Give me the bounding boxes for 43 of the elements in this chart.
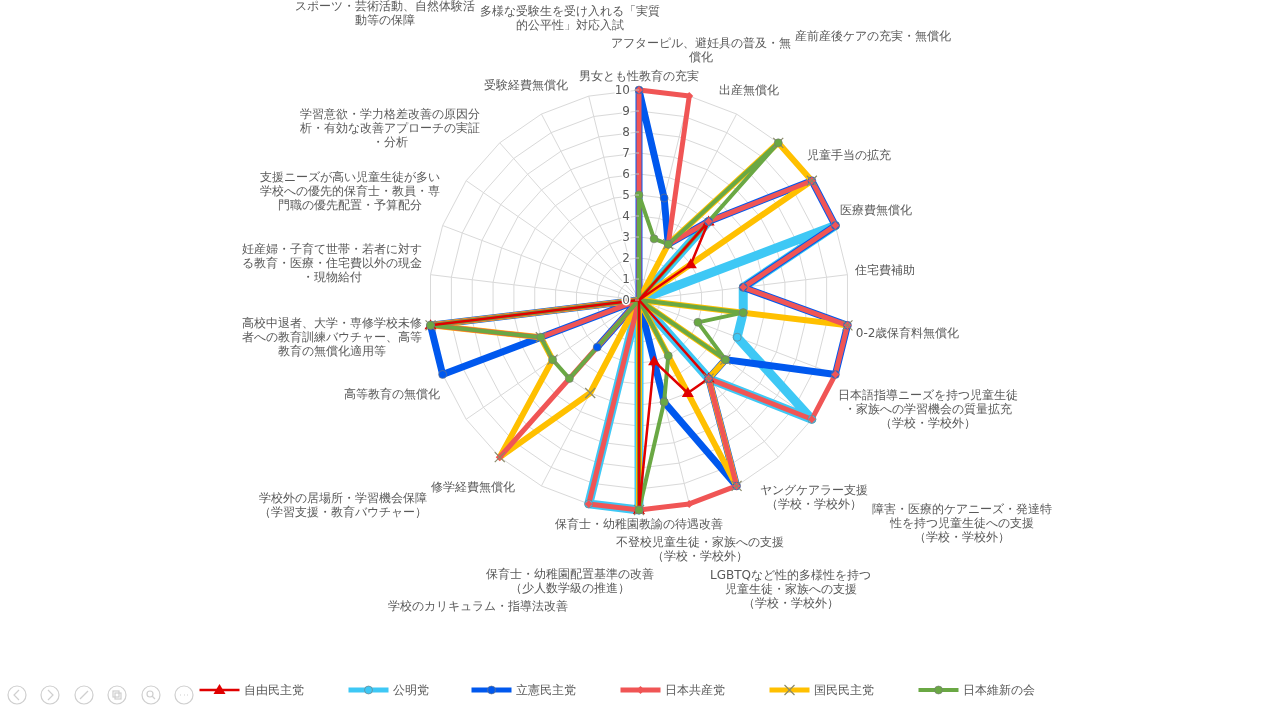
spoke-label: 0-2歳保育料無償化 (855, 325, 960, 340)
spoke-label: 医療費無償化 (839, 202, 912, 217)
y-tick-label: 7 (622, 146, 630, 161)
spoke-label: 学校のカリキュラム・指導法改善 (388, 598, 569, 613)
spoke-label: スポーツ・芸術活動、自然体験活動等の保障 (294, 0, 475, 27)
spoke-label: 支援ニーズが高い児童生徒が多い学校への優先的保育士・教員・専門職の優先配置・予算配分 (260, 169, 441, 212)
spoke-label: 住宅費補助 (853, 262, 915, 277)
spoke-label: 学校外の居場所・学習機会保障（学習支援・教育バウチャー） (258, 490, 427, 519)
spoke-label: 妊産婦・子育て世帯・若者に対する教育・医療・住宅費以外の現金・現物給付 (242, 241, 423, 284)
spoke-label: アフターピル、避妊具の普及・無償化 (610, 35, 791, 64)
spoke-label: ヤングケアラー支援（学校・学校外） (759, 482, 868, 511)
legend-label: 国民民主党 (813, 683, 874, 698)
spoke-label: 不登校児童生徒・家族への支援（学校・学校外） (616, 534, 785, 563)
spoke-label: 出産無償化 (719, 82, 780, 97)
spoke-label: 高校中退者、大学・専修学校未修者への教育訓練バウチャー、高等教育の無償化適用等 (242, 315, 423, 358)
legend-label: 日本維新の会 (962, 683, 1035, 698)
legend-label: 立憲民主党 (515, 683, 576, 698)
y-tick-label: 0 (622, 293, 630, 308)
y-tick-label: 8 (622, 125, 630, 140)
y-tick-label: 3 (622, 230, 630, 245)
y-tick-label: 6 (622, 167, 630, 182)
spoke-label: 男女とも性教育の充実 (579, 68, 699, 83)
spoke-label: 学習意欲・学力格差改善の原因分析・有効な改善アプローチの実証・分析 (298, 106, 480, 149)
legend-label: 公明党 (392, 683, 429, 698)
spoke-label: 受験経費無償化 (484, 77, 569, 92)
spoke-label: 修学経費無償化 (431, 479, 516, 494)
y-tick-label: 5 (622, 188, 630, 203)
spoke-label: 児童手当の拡充 (807, 147, 892, 162)
legend-label: 日本共産党 (664, 683, 725, 698)
spoke-label: 高等教育の無償化 (343, 386, 440, 401)
spoke-label: 保育士・幼稚園配置基準の改善（少人数学級の推進） (485, 566, 654, 595)
y-tick-label: 1 (622, 272, 630, 287)
spoke-label: 保育士・幼稚園教諭の待遇改善 (555, 516, 723, 531)
y-tick-label: 10 (614, 83, 630, 98)
spoke-label: 日本語指導ニーズを持つ児童生徒・家族への学習機会の質量拡充（学校・学校外） (837, 387, 1018, 430)
spoke-label: 障害・医療的ケアニーズ・発達特性を持つ児童生徒への支援（学校・学校外） (871, 501, 1052, 544)
spoke-label: 多様な受験生を受け入れる「実質的公平性」対応入試 (479, 3, 660, 32)
y-tick-label: 2 (622, 251, 630, 266)
spoke-label: LGBTQなど性的多様性を持つ児童生徒・家族への支援（学校・学校外） (710, 567, 872, 610)
spoke-label: 産前産後ケアの充実・無償化 (795, 28, 952, 43)
legend-label: 自由民主党 (243, 683, 304, 698)
y-tick-label: 4 (622, 209, 630, 224)
y-tick-label: 9 (622, 104, 630, 119)
